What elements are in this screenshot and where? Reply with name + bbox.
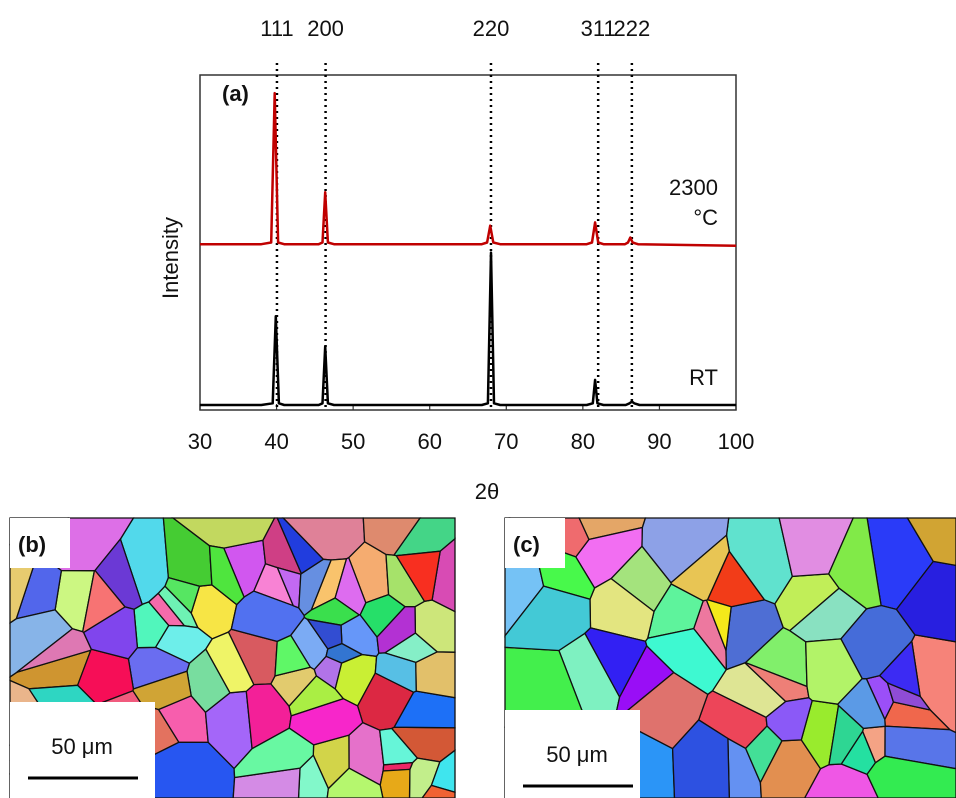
grain (805, 638, 863, 705)
x-tick-label: 90 (647, 429, 671, 454)
x-tick-label: 30 (188, 429, 212, 454)
grain (906, 517, 956, 567)
series-line (200, 91, 737, 248)
reference-label: 311 (581, 16, 616, 41)
scale-box (505, 710, 640, 798)
grain (81, 569, 126, 634)
grain (132, 670, 192, 711)
series-label: RT (689, 365, 718, 390)
x-tick-label: 40 (264, 429, 288, 454)
x-tick-label: 70 (494, 429, 518, 454)
plot-frame (199, 74, 737, 411)
grain (504, 585, 592, 652)
y-axis-label: Intensity (158, 217, 183, 299)
series-label: 2300 °C (669, 175, 718, 230)
grain (164, 576, 201, 615)
grain (303, 597, 361, 626)
grain (379, 768, 411, 798)
x-tick-label: 80 (571, 429, 595, 454)
reference-label: 111 (260, 16, 293, 41)
grain (326, 767, 384, 798)
grain (584, 627, 648, 699)
grain (374, 652, 417, 693)
grain (205, 631, 255, 694)
ebsd-map-c (504, 517, 956, 798)
grain (395, 550, 441, 603)
label-box (505, 518, 565, 568)
grain (208, 544, 245, 606)
grain (305, 618, 343, 650)
grain (171, 517, 276, 549)
grain (276, 517, 325, 575)
scale-bar-label: 50 μm (51, 734, 113, 759)
x-axis-label: 2θ (475, 479, 499, 504)
label-box (10, 518, 70, 568)
grain (671, 719, 730, 798)
panel-label: (c) (513, 532, 540, 557)
grain (827, 517, 882, 610)
x-tick-label: 60 (417, 429, 441, 454)
panel-label: (b) (18, 532, 46, 557)
x-tick-label: 100 (718, 429, 755, 454)
grain (670, 534, 730, 602)
grain (765, 697, 813, 742)
scale-box (10, 702, 155, 798)
grain (878, 639, 922, 698)
grain (837, 678, 886, 730)
grain (421, 784, 456, 798)
grain (866, 755, 956, 798)
reference-label: 200 (307, 16, 344, 41)
reference-label: 222 (614, 16, 651, 41)
series-line (200, 251, 736, 407)
scale-bar-label: 50 μm (546, 742, 608, 767)
grain (362, 517, 422, 556)
grain (378, 727, 419, 766)
reference-label: 220 (473, 16, 510, 41)
grain (233, 727, 315, 779)
x-tick-label: 50 (341, 429, 365, 454)
panel-label: (a) (222, 81, 249, 106)
